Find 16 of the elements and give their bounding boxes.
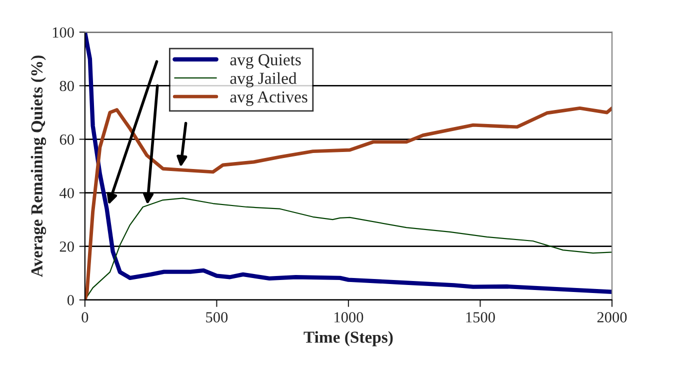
x-tick-label: 1000 (334, 312, 364, 322)
y-tick-label: 100 (52, 27, 74, 38)
y-axis-title: Average Remaining Quiets (%) (30, 56, 46, 278)
y-tick-label: 60 (60, 134, 74, 145)
y-tick-label: 0 (67, 295, 74, 306)
y-tick-label: 40 (60, 188, 74, 198)
y-tick-label: 80 (60, 80, 74, 92)
x-tick-label: 0 (82, 312, 88, 322)
y-tick-label: 20 (60, 241, 74, 252)
x-tick-label: 500 (206, 312, 228, 322)
legend-label: avg Quiets (230, 54, 301, 69)
legend-label: avg Actives (230, 91, 308, 106)
x-tick-label: 1500 (466, 312, 495, 322)
legend-label: avg Jailed (230, 72, 297, 88)
x-axis-title: Time (Steps) (304, 331, 393, 346)
x-tick-label: 2000 (597, 312, 627, 322)
